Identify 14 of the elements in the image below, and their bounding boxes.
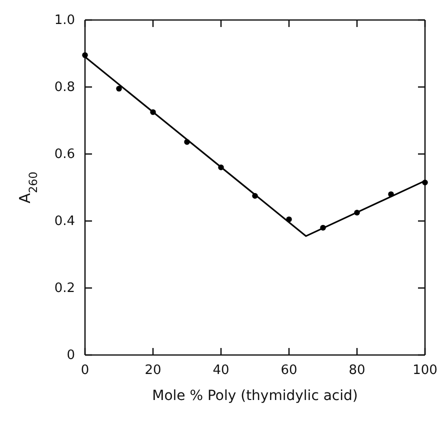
x-tick-label: 60: [280, 363, 298, 378]
y-tick-label: 0.6: [54, 147, 75, 162]
x-tick-label: 80: [348, 363, 366, 378]
y-tick-label: 0: [66, 348, 75, 364]
x-tick-label: 40: [212, 363, 230, 378]
x-tick-label: 100: [412, 363, 438, 378]
x-tick-label: 20: [144, 363, 162, 378]
y-tick-label: 0.4: [54, 214, 75, 230]
y-tick-label: 0.2: [54, 281, 75, 296]
point: [116, 86, 122, 92]
x-axis-title: Mole % Poly (thymidylic acid): [152, 388, 358, 404]
y-tick-label: 1.0: [54, 13, 75, 28]
x-tick-label: 0: [80, 363, 90, 378]
y-tick-label: 0.8: [54, 80, 75, 96]
